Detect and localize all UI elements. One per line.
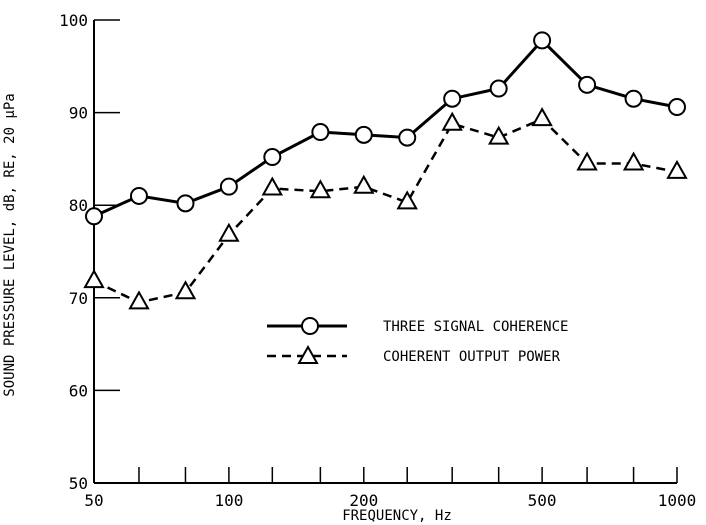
legend-marker-three-signal-coherence	[301, 317, 319, 335]
y-tick-label: 80	[69, 196, 88, 215]
y-tick-label: 90	[69, 104, 88, 123]
data-point	[309, 179, 332, 199]
data-point	[668, 98, 686, 117]
data-point	[263, 148, 282, 167]
data-point	[174, 280, 197, 300]
data-point	[443, 89, 462, 108]
data-point	[531, 107, 553, 127]
y-tick-label: 100	[59, 11, 88, 30]
data-point	[398, 128, 417, 147]
y-tick-label: 70	[69, 289, 88, 308]
data-point	[533, 31, 552, 50]
data-point	[261, 176, 284, 196]
tick-labels: 50 100 200 500 1000 50 60 70 80 90 100	[59, 11, 696, 510]
y-tick-label: 50	[69, 474, 88, 493]
ticks	[93, 19, 678, 484]
data-point	[624, 89, 643, 108]
x-tick-label: 1000	[658, 491, 697, 510]
data-point	[354, 125, 373, 144]
data-point	[85, 207, 103, 226]
legend-marker-coherent-output-power	[297, 344, 319, 364]
x-tick-label: 200	[349, 491, 378, 510]
x-axis-title: FREQUENCY, Hz	[342, 508, 452, 524]
series-0	[85, 31, 686, 226]
data-point	[441, 111, 463, 131]
data-point	[396, 190, 418, 210]
data-point	[311, 123, 330, 142]
y-tick-label: 60	[69, 381, 88, 400]
data-point	[576, 151, 598, 171]
x-tick-label: 500	[528, 491, 557, 510]
data-point	[487, 125, 510, 145]
series-line	[93, 117, 678, 304]
data-point	[666, 159, 688, 179]
data-point	[83, 269, 105, 289]
axes	[93, 20, 677, 484]
series-layer	[83, 31, 688, 310]
data-point	[489, 79, 508, 98]
data-point	[128, 290, 150, 310]
legend-label-three-signal-coherence: THREE SIGNAL COHERENCE	[383, 319, 568, 335]
data-point	[353, 174, 375, 194]
y-axis-title: SOUND PRESSURE LEVEL, dB, RE, 20 μPa	[2, 93, 18, 396]
x-tick-label: 100	[214, 491, 243, 510]
data-point	[218, 222, 240, 242]
legend: THREE SIGNAL COHERENCE COHERENT OUTPUT P…	[267, 317, 568, 365]
series-line	[93, 38, 678, 218]
series-1	[83, 107, 688, 310]
data-point	[219, 177, 238, 196]
x-tick-label: 50	[84, 491, 103, 510]
data-point	[176, 194, 195, 213]
legend-label-coherent-output-power: COHERENT OUTPUT POWER	[383, 349, 561, 365]
data-point	[578, 75, 597, 94]
data-point	[129, 186, 148, 205]
data-point	[622, 151, 645, 171]
